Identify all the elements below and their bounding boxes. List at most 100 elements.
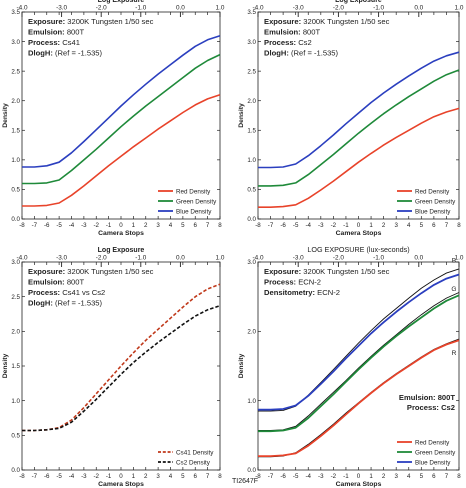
x-axis-label: Camera Stops <box>98 481 144 488</box>
x-tick-label: -2 <box>93 222 99 229</box>
x-tick-label: 7 <box>445 473 449 480</box>
x-tick-label: -3 <box>318 473 324 480</box>
series-line-red-density <box>258 339 460 457</box>
series-line-blue-density <box>258 51 460 169</box>
y-tick-label: 3.0 <box>11 39 20 46</box>
top-tick-label: -3.0 <box>293 255 304 262</box>
x-tick-label: 4 <box>169 473 173 480</box>
chart-panel-4: -8 -7 -6 -5 -4 -3 -2 -1 0 1 2 3 4 5 6 7 8 Camera Stops 0.0… <box>238 245 464 488</box>
x-tick-label: 5 <box>181 222 185 229</box>
top-tick-label: -2.0 <box>333 255 344 262</box>
y-tick-label: 1.0 <box>11 157 20 164</box>
x-tick-label: 2 <box>144 473 148 480</box>
y-tick-label: 0.0 <box>11 216 20 223</box>
legend-label: Green Density <box>176 198 217 205</box>
x-tick-label: -7 <box>32 222 38 229</box>
top-tick-label: -4.0 <box>16 255 27 262</box>
x-tick-label: -7 <box>32 473 38 480</box>
x-tick-label: -1 <box>106 222 112 229</box>
curve-label-G: G <box>451 286 456 293</box>
x-tick-label: -4 <box>305 222 311 229</box>
top-tick-label: -3.0 <box>56 5 67 12</box>
y-tick-label: 3.0 <box>11 259 20 266</box>
top-tick-label: 1.0 <box>216 5 225 12</box>
info-line: Exposure: 3200K Tungsten 1/50 sec <box>264 267 390 276</box>
info-line: Emulsion: 800T <box>28 278 84 287</box>
y-tick-label: 2.5 <box>11 294 20 301</box>
top-tick-label: -4.0 <box>16 5 27 12</box>
top-axis-label: Log Exposure <box>335 0 382 4</box>
y-tick-label: 2.0 <box>11 98 20 105</box>
info-line: Process: Cs41 <box>28 38 80 47</box>
top-tick-label: 0.0 <box>414 5 423 12</box>
y-tick-label: 3.5 <box>247 9 256 16</box>
info-line: Emulsion: 800T <box>264 28 320 37</box>
y-tick-label: 1.0 <box>11 398 20 405</box>
top-tick-label: -3.0 <box>293 5 304 12</box>
x-tick-label: -6 <box>44 473 50 480</box>
y-tick-label: 0.5 <box>11 187 20 194</box>
x-tick-label: -1 <box>106 473 112 480</box>
legend-label: Red Density <box>415 188 450 195</box>
x-tick-label: 8 <box>457 222 461 229</box>
top-tick-label: 1.0 <box>455 255 464 262</box>
legend-label: Blue Density <box>176 208 212 215</box>
top-tick-label: -3.0 <box>56 255 67 262</box>
series-line-blue-density <box>22 34 221 168</box>
x-tick-label: 2 <box>144 222 148 229</box>
x-tick-label: -3 <box>81 222 87 229</box>
top-tick-label: 0.0 <box>176 255 185 262</box>
x-tick-label: -5 <box>293 473 299 480</box>
top-tick-label: 0.0 <box>176 5 185 12</box>
top-axis-label: Log Exposure <box>98 247 145 254</box>
top-axis-label: Log Exposure <box>98 0 145 4</box>
x-tick-label: 1 <box>369 222 373 229</box>
y-tick-label: 2.5 <box>11 68 20 75</box>
x-tick-label: 7 <box>206 473 210 480</box>
x-tick-label: -5 <box>56 473 62 480</box>
y-tick-label: 3.5 <box>11 9 20 16</box>
series-line-red-density <box>22 94 221 207</box>
top-tick-label: 1.0 <box>216 255 225 262</box>
x-tick-label: -1 <box>343 473 349 480</box>
x-tick-label: 0 <box>357 473 361 480</box>
x-tick-label: 7 <box>206 222 210 229</box>
x-tick-label: -2 <box>331 222 337 229</box>
x-tick-label: 3 <box>394 222 398 229</box>
info-line: Exposure: 3200K Tungsten 1/50 sec <box>28 267 154 276</box>
y-axis-label: Density <box>2 103 9 128</box>
x-tick-label: 6 <box>194 473 198 480</box>
series-line-green-density <box>22 53 221 185</box>
curve-label-B: B <box>452 258 457 265</box>
series-line-green-density <box>258 69 460 187</box>
y-axis-label: Density <box>238 354 245 379</box>
x-tick-label: -8 <box>255 222 261 229</box>
top-tick-label: 1.0 <box>455 5 464 12</box>
x-tick-label: -7 <box>268 473 274 480</box>
top-tick-label: -1.0 <box>135 5 146 12</box>
x-tick-label: 8 <box>457 473 461 480</box>
info-line: Process: Cs41 vs Cs2 <box>28 288 105 297</box>
y-tick-label: 0.0 <box>247 467 256 474</box>
top-axis-label: LOG EXPOSURE (lux-seconds) <box>307 245 409 254</box>
y-tick-label: 2.0 <box>247 98 256 105</box>
top-tick-label: -4.0 <box>252 5 263 12</box>
chart-panel-3: -8 -7 -6 -5 -4 -3 -2 -1 0 1 2 3 4 5 6 7 8 Camera Stops 0.0… <box>2 247 225 488</box>
top-tick-label: -2.0 <box>96 255 107 262</box>
info-line: DlogH: (Ref = -1.535) <box>264 49 339 58</box>
legend-label: Cs41 Density <box>176 449 214 456</box>
y-tick-label: 0.5 <box>247 187 256 194</box>
x-tick-label: 0 <box>119 222 123 229</box>
x-tick-label: 5 <box>420 473 424 480</box>
x-tick-label: 0 <box>357 222 361 229</box>
legend-label: Blue Density <box>415 208 451 215</box>
x-tick-label: -5 <box>56 222 62 229</box>
x-tick-label: 2 <box>382 222 386 229</box>
info-lower-line: Process: Cs2 <box>407 403 455 412</box>
x-tick-label: -6 <box>44 222 50 229</box>
legend-label: Red Density <box>415 439 450 446</box>
legend-label: Green Density <box>415 198 456 205</box>
x-tick-label: 1 <box>132 473 136 480</box>
y-tick-label: 1.0 <box>247 398 256 405</box>
